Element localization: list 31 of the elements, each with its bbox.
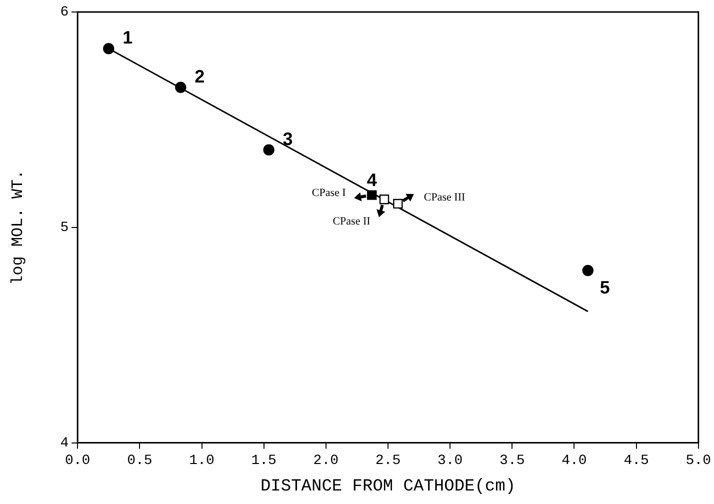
x-tick-label: 1.0 — [189, 452, 214, 469]
x-tick-label: 0.5 — [127, 452, 152, 469]
point — [263, 144, 274, 156]
point — [103, 43, 114, 54]
annotation: 2 — [194, 66, 205, 86]
x-tick-label: 2.0 — [313, 452, 339, 469]
x-axis-title: DISTANCE FROM CATHODE(cm) — [260, 477, 516, 496]
x-tick-label: 5.0 — [686, 452, 712, 469]
point — [175, 82, 186, 93]
x-tick-label: 3.0 — [437, 452, 463, 469]
x-tick-label: 0.0 — [64, 452, 90, 469]
x-tick-label: 4.0 — [562, 452, 587, 469]
point — [582, 264, 594, 276]
annotation: CPase I — [312, 186, 346, 199]
y-tick-label: 5 — [60, 220, 69, 236]
y-axis-title: log MOL. WT. — [8, 170, 27, 286]
point — [393, 198, 403, 209]
annotation: 3 — [282, 128, 293, 149]
x-tick-label: 2.5 — [375, 452, 401, 469]
y-tick-label: 6 — [60, 4, 69, 21]
x-tick-label: 3.5 — [500, 452, 525, 469]
annotation: CPase II — [332, 215, 371, 228]
y-tick-label: 4 — [60, 436, 69, 452]
annotation: CPase III — [424, 192, 466, 204]
point — [379, 194, 390, 204]
annotation: 5 — [600, 277, 610, 298]
annotation: 1 — [122, 28, 133, 48]
point — [367, 190, 377, 200]
x-tick-label: 4.5 — [624, 452, 649, 469]
annotation: 4 — [366, 170, 377, 190]
x-tick-label: 1.5 — [251, 452, 276, 469]
